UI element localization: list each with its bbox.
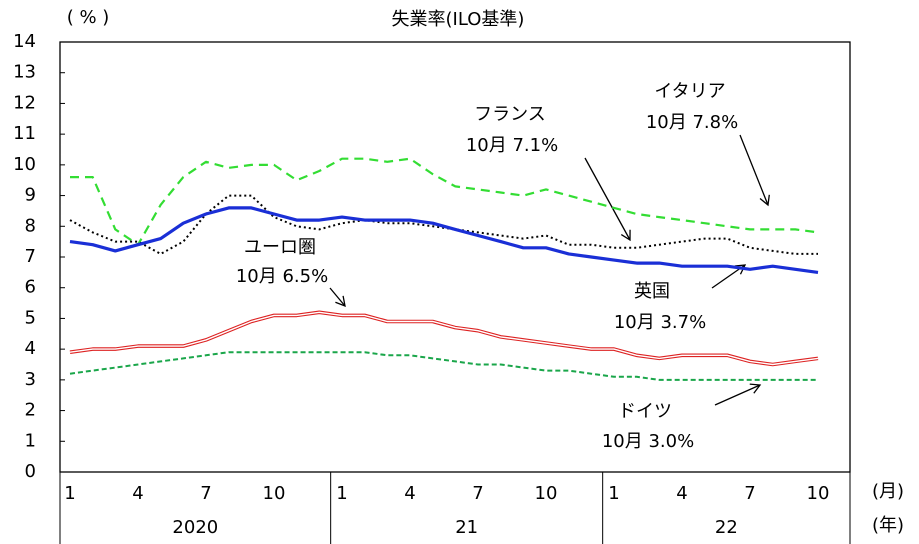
x-tick-label: 7	[200, 483, 211, 504]
arrow	[584, 157, 631, 242]
y-tick-label: 13	[13, 62, 36, 83]
annotation-value: 10月 3.7%	[614, 312, 706, 333]
x-tick-label: 7	[744, 483, 755, 504]
series-line	[69, 351, 818, 381]
y-tick-label: 12	[13, 92, 36, 113]
y-tick-label: 10	[13, 154, 36, 175]
y-tick-label: 8	[25, 215, 36, 236]
y-unit: ( % )	[67, 7, 110, 28]
year-label: 21	[455, 517, 478, 538]
x-tick-label: 1	[336, 483, 347, 504]
series-line	[69, 206, 819, 274]
annotation-name: イタリア	[654, 81, 725, 102]
y-tick-label: 6	[25, 277, 36, 298]
y-tick-label: 2	[25, 400, 36, 421]
y-tick-label: 14	[13, 31, 36, 52]
annotation-name: ドイツ	[618, 401, 672, 422]
annotation-value: 10月 3.0%	[602, 431, 694, 452]
arrow	[739, 134, 770, 207]
annotation-name: 英国	[634, 281, 670, 302]
y-tick-label: 3	[25, 369, 36, 390]
year-label: 2020	[172, 517, 218, 538]
annotation-value: 10月 7.8%	[646, 112, 738, 133]
x-tick-label: 10	[263, 483, 286, 504]
arrows	[329, 134, 770, 406]
annotation-name: ユーロ圏	[244, 237, 316, 258]
y-tick-label: 1	[25, 430, 36, 451]
arrow	[329, 287, 346, 308]
year-unit: (年)	[872, 515, 904, 536]
y-tick-label: 7	[25, 246, 36, 267]
y-tick-label: 11	[13, 123, 36, 144]
x-tick-label: 4	[132, 483, 143, 504]
annotation-name: フランス	[474, 104, 546, 125]
x-tick-label: 1	[608, 483, 619, 504]
x-tick-label: 1	[64, 483, 75, 504]
x-tick-label: 10	[807, 483, 830, 504]
chart-title: 失業率(ILO基準)	[392, 9, 525, 30]
series-line	[70, 157, 819, 246]
year-label: 22	[715, 517, 738, 538]
series-line-inner	[69, 311, 819, 366]
annotation-value: 10月 7.1%	[466, 135, 558, 156]
y-tick-label: 4	[25, 338, 36, 359]
x-tick-label: 7	[472, 483, 483, 504]
y-tick-label: 5	[25, 307, 36, 328]
x-tick-label: 10	[535, 483, 558, 504]
arrow	[714, 383, 762, 406]
x-unit: (月)	[872, 481, 904, 502]
x-tick-label: 4	[404, 483, 415, 504]
annotation-value: 10月 6.5%	[236, 266, 328, 287]
y-tick-label: 9	[25, 185, 36, 206]
plot-frame	[59, 41, 851, 473]
x-tick-label: 4	[676, 483, 687, 504]
y-tick-label: 0	[25, 461, 36, 482]
